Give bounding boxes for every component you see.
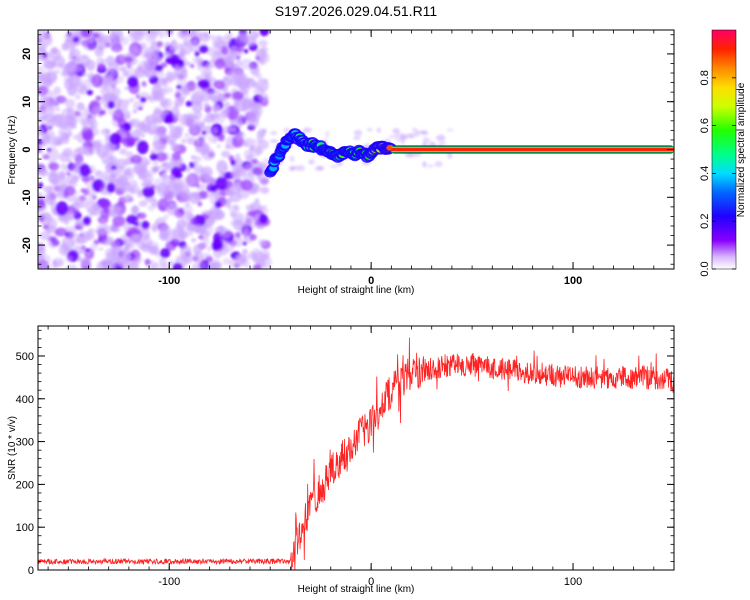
y-tick-label: 200 (16, 479, 34, 491)
x-tick-label: 0 (368, 576, 374, 588)
heatmap-y-label: Frequency (Hz) (7, 116, 18, 185)
y-tick-label: 10 (21, 96, 33, 108)
colorbar: 0.0 0.2 0.4 0.6 0.8 Normalized spectral ampl… (699, 29, 747, 277)
heatmap-x-label: Height of straight line (km) (298, 285, 415, 296)
x-tick-label: 100 (564, 275, 582, 287)
y-tick-label: 300 (16, 437, 34, 449)
snr-x-ticks: -100 0 100 (47, 326, 675, 588)
x-tick-label: -100 (158, 275, 180, 287)
y-tick-label: 0 (21, 146, 33, 152)
y-tick-label: 100 (16, 522, 34, 534)
snr-y-label: SNR (10 * v/v) (7, 416, 18, 480)
colorbar-tick-label: 0.6 (699, 118, 711, 133)
y-tick-label: 500 (16, 351, 34, 363)
chart-title: S197.2026.029.04.51.R11 (275, 3, 438, 19)
snr-y-ticks: 0 100 200 300 400 500 (16, 329, 674, 577)
colorbar-label: Normalized spectral amplitude (736, 82, 747, 217)
colorbar-tick-label: 0.0 (699, 261, 711, 276)
colorbar-tick-label: 0.4 (699, 166, 711, 181)
snr-frame (37, 325, 675, 571)
x-tick-label: 0 (368, 275, 374, 287)
y-tick-label: -20 (21, 237, 33, 253)
heatmap-x-ticks: -100 0 100 (47, 30, 675, 287)
snr-panel: -100 0 100 0 100 200 300 400 500 Height of stra… (7, 325, 675, 595)
snr-series-line (38, 337, 674, 570)
y-tick-label: 0 (28, 565, 34, 577)
colorbar-ticks: 0.0 0.2 0.4 0.6 0.8 (699, 70, 736, 277)
x-tick-label: -100 (158, 576, 180, 588)
colorbar-tick-label: 0.8 (699, 70, 711, 85)
y-tick-label: -10 (21, 189, 33, 205)
y-tick-label: 20 (21, 48, 33, 60)
snr-x-label: Height of straight line (km) (298, 584, 415, 595)
heatmap-signal-track (264, 128, 674, 178)
y-tick-label: 400 (16, 394, 34, 406)
heatmap-y-ticks: -20 -10 0 10 20 (21, 34, 674, 265)
x-tick-label: 100 (564, 576, 582, 588)
colorbar-tick-label: 0.2 (699, 214, 711, 229)
colorbar-gradient (711, 29, 737, 270)
